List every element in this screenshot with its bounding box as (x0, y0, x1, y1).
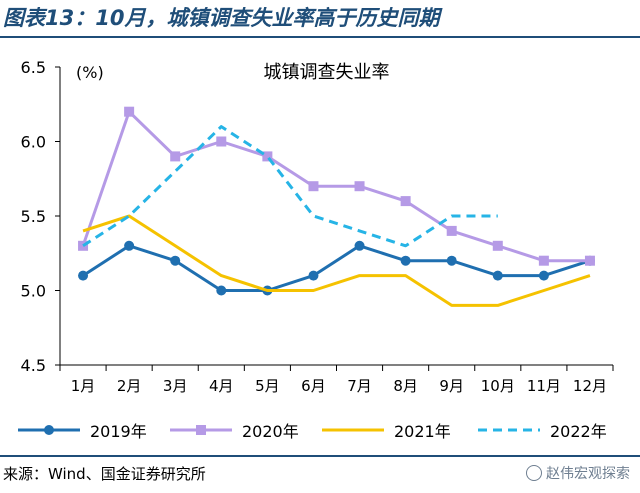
wechat-icon (526, 465, 542, 481)
series-1 (78, 106, 595, 266)
data-point (262, 151, 273, 162)
chart-axes: 4.5 5.0 5.5 6.0 6.5 1月 2月 3月 4月 5月 6月 7月 8月 9月 10月 11月 1… (21, 58, 614, 395)
x-tick-label: 8月 (393, 377, 418, 395)
x-tick-label: 4月 (209, 377, 234, 395)
data-point (308, 181, 319, 192)
legend-marker (196, 425, 206, 435)
x-tick-label: 3月 (163, 377, 188, 395)
source-note: 来源：Wind、国金证券研究所 (3, 465, 206, 483)
legend-item-0: 2019年 (18, 422, 147, 441)
y-tick-label: 6.5 (21, 58, 46, 77)
data-point (538, 270, 549, 281)
figure-header: 图表13：10月，城镇调查失业率高于历史同期 (0, 0, 640, 38)
data-point (170, 255, 181, 266)
data-point (124, 240, 135, 251)
unemployment-line-chart: 4.5 5.0 5.5 6.0 6.5 1月 2月 3月 4月 5月 6月 7月 8月 9月 10月 11月 1… (18, 58, 614, 441)
data-point (446, 255, 457, 266)
x-tick-label: 5月 (255, 377, 280, 395)
watermark: 赵伟宏观探索 (526, 463, 630, 483)
data-point (78, 270, 89, 281)
data-point (170, 151, 181, 162)
series-0 (78, 240, 595, 296)
data-point (400, 196, 411, 207)
series-3 (82, 125, 498, 248)
legend-item-2: 2021年 (322, 422, 451, 441)
x-tick-label: 2月 (117, 377, 142, 395)
x-tick-label: 12月 (573, 377, 607, 395)
series-2 (82, 214, 591, 307)
data-point (308, 270, 319, 281)
legend-label: 2022年 (550, 422, 607, 441)
data-point (216, 136, 227, 147)
data-point (354, 181, 365, 192)
series-line (81, 110, 590, 263)
data-point (216, 285, 227, 296)
y-tick-label: 5.0 (21, 282, 46, 301)
x-tick-label: 1月 (71, 377, 96, 395)
series-layer (78, 106, 595, 307)
series-line (82, 214, 591, 307)
x-tick-label: 11月 (527, 377, 561, 395)
series-line (82, 244, 591, 292)
data-point (492, 270, 503, 281)
legend-label: 2021年 (394, 422, 451, 441)
data-point (124, 106, 135, 117)
legend-item-3: 2022年 (478, 422, 607, 441)
data-point (400, 255, 411, 266)
figure-title: 图表13：10月，城镇调查失业率高于历史同期 (3, 6, 440, 30)
chart-legend: 2019年 2020年 2021年 2022年 (18, 422, 607, 441)
x-tick-label: 6月 (301, 377, 326, 395)
data-point (354, 240, 365, 251)
footer-divider (0, 455, 640, 457)
watermark-label: 赵伟宏观探索 (546, 466, 630, 482)
legend-label: 2019年 (90, 422, 147, 441)
legend-item-1: 2020年 (170, 422, 299, 441)
series-line (82, 125, 498, 248)
legend-label: 2020年 (242, 422, 299, 441)
chart-title: 城镇调查失业率 (264, 62, 390, 83)
data-point (538, 255, 549, 266)
y-tick-label: 6.0 (21, 133, 46, 152)
y-tick-label: 4.5 (21, 356, 46, 375)
data-point (584, 255, 595, 266)
data-point (446, 225, 457, 236)
legend-marker (44, 425, 54, 435)
x-tick-label: 9月 (439, 377, 464, 395)
x-tick-label: 10月 (481, 377, 515, 395)
y-tick-label: 5.5 (21, 207, 46, 226)
data-point (492, 240, 503, 251)
y-unit-label: (%) (76, 63, 104, 82)
x-tick-label: 7月 (347, 377, 372, 395)
